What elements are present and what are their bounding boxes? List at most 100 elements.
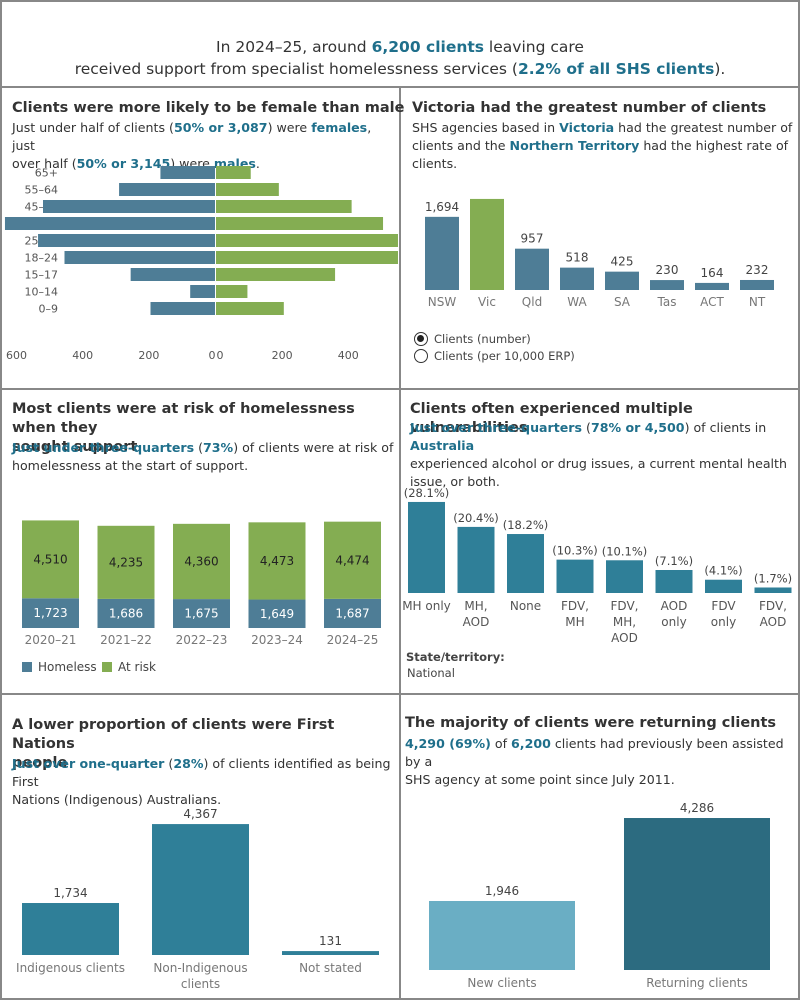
category-label: clients bbox=[181, 977, 220, 991]
bar-homeless bbox=[22, 598, 79, 628]
bar-left bbox=[150, 302, 215, 315]
title-line: sought support bbox=[12, 439, 138, 455]
category-label: Vic bbox=[478, 295, 496, 309]
age-group-label: 55–64 bbox=[25, 184, 59, 197]
legend-label: Homeless bbox=[38, 660, 97, 674]
data-label: 232 bbox=[746, 263, 769, 277]
text: had the greatest number of bbox=[614, 120, 793, 135]
data-label: 131 bbox=[319, 934, 342, 948]
bar-homeless bbox=[324, 598, 381, 628]
state-chart: 1,694 NSW 2,109 Vic 957 Qld 518 WA 425 SA 230 Tas 16… bbox=[425, 195, 774, 309]
banner-highlight: 2.2% of all SHS clients bbox=[517, 60, 715, 78]
bar bbox=[695, 282, 729, 290]
state-filter-dropdown[interactable]: National bbox=[407, 666, 455, 680]
category-label: NSW bbox=[428, 295, 457, 309]
age-group-label: 0–9 bbox=[39, 303, 59, 316]
category-label: Not stated bbox=[299, 961, 362, 975]
bar bbox=[655, 569, 693, 593]
bar-right bbox=[216, 268, 336, 281]
radio-clients-rate[interactable]: Clients (per 10,000 ERP) bbox=[414, 347, 575, 364]
text: ) of clients were at risk of bbox=[233, 440, 394, 455]
text: of bbox=[490, 736, 512, 751]
age-group-label: 15–17 bbox=[25, 269, 59, 282]
age-group-label: 18–24 bbox=[25, 252, 59, 265]
highlight: Northern Territory bbox=[509, 138, 640, 153]
text: SHS agencies based in bbox=[412, 120, 560, 135]
text: ( bbox=[164, 756, 174, 771]
highlight: Australia bbox=[410, 438, 475, 453]
vuln-panel-subtitle: Just over three-quarters (78% or 4,500) … bbox=[410, 419, 798, 491]
highlight: Just under three-quarters bbox=[12, 440, 195, 455]
category-label: 2022–23 bbox=[176, 633, 228, 647]
text: homelessness at the start of support. bbox=[12, 458, 249, 473]
state-filter-label: State/territory: bbox=[406, 650, 505, 664]
highlight: 50% or 3,087 bbox=[173, 120, 268, 135]
bar bbox=[606, 560, 643, 593]
bar-left bbox=[190, 285, 215, 298]
bar-at-risk bbox=[173, 523, 230, 600]
data-label: 4,367 bbox=[183, 807, 217, 821]
banner-text: received support from specialist homeles… bbox=[74, 60, 518, 78]
category-label: FDV, bbox=[611, 599, 639, 613]
radio-selected-icon bbox=[414, 331, 428, 346]
category-label: 2020–21 bbox=[25, 633, 77, 647]
category-label: NT bbox=[749, 295, 766, 309]
banner-highlight: 6,200 clients bbox=[371, 38, 484, 56]
highlight: Victoria bbox=[559, 120, 615, 135]
data-label: 1,649 bbox=[260, 607, 294, 621]
bar bbox=[22, 903, 119, 955]
category-label: AOD bbox=[760, 615, 787, 629]
text: ( bbox=[582, 420, 591, 435]
data-label: (7.1%) bbox=[655, 554, 693, 568]
x-tick-label: 600 bbox=[6, 349, 27, 362]
bar-left bbox=[130, 268, 215, 281]
bar-at-risk bbox=[22, 520, 79, 599]
radio-clients-number[interactable]: Clients (number) bbox=[414, 330, 575, 347]
bar-left bbox=[38, 234, 216, 247]
category-label: New clients bbox=[467, 976, 536, 990]
legend-swatch-at-risk bbox=[102, 662, 112, 672]
highlight: 73% bbox=[203, 440, 234, 455]
bar bbox=[605, 271, 639, 290]
data-label: 518 bbox=[566, 251, 589, 265]
title-line: A lower proportion of clients were First… bbox=[12, 717, 335, 752]
sex-panel-subtitle: Just under half of clients (50% or 3,087… bbox=[12, 119, 397, 173]
sex-panel-title: Clients were more likely to be female th… bbox=[12, 100, 405, 116]
bar bbox=[754, 587, 792, 593]
category-label: MH bbox=[565, 615, 584, 629]
data-label: 957 bbox=[521, 232, 544, 246]
text: clients and the bbox=[412, 138, 510, 153]
indigenous-chart: 1,734 Indigenous clients 4,367 Non-Indigeno… bbox=[16, 807, 379, 991]
data-label: 4,286 bbox=[680, 801, 714, 815]
text: ) of clients identified as being First bbox=[12, 756, 391, 789]
category-label: FDV, bbox=[759, 599, 787, 613]
bar-right bbox=[216, 217, 384, 230]
bar bbox=[425, 216, 459, 290]
data-label: (20.4%) bbox=[453, 511, 499, 525]
state-panel-title: Victoria had the greatest number of clie… bbox=[412, 100, 767, 116]
category-label: AOD bbox=[463, 615, 490, 629]
category-label: MH, bbox=[613, 615, 636, 629]
bar-right bbox=[216, 183, 279, 196]
measure-radio-group: Clients (number) Clients (per 10,000 ERP… bbox=[414, 330, 575, 364]
bar-homeless bbox=[248, 599, 306, 628]
x-tick-label: 400 bbox=[338, 349, 359, 362]
x-tick-label: 200 bbox=[272, 349, 293, 362]
bar bbox=[624, 818, 770, 970]
bar-right bbox=[216, 200, 352, 213]
vuln-panel-title: Clients often experienced multiple vulne… bbox=[410, 401, 693, 436]
risk-chart: 1,723 4,510 2020–21 1,686 4,235 2021–22 1,675 4… bbox=[22, 520, 381, 674]
legend-swatch-homeless bbox=[22, 662, 32, 672]
text: , just bbox=[12, 120, 372, 153]
bar bbox=[705, 579, 742, 593]
text: . bbox=[255, 156, 260, 171]
data-label: (28.1%) bbox=[404, 486, 450, 500]
category-label: AOD bbox=[611, 631, 638, 645]
bar bbox=[560, 267, 594, 290]
category-label: Non-Indigenous bbox=[153, 961, 247, 975]
category-label: only bbox=[711, 615, 736, 629]
bar-left bbox=[43, 200, 215, 213]
data-label: 230 bbox=[656, 263, 679, 277]
state-panel-subtitle: SHS agencies based in Victoria had the g… bbox=[412, 119, 797, 173]
data-label: 2,109 bbox=[470, 195, 504, 196]
